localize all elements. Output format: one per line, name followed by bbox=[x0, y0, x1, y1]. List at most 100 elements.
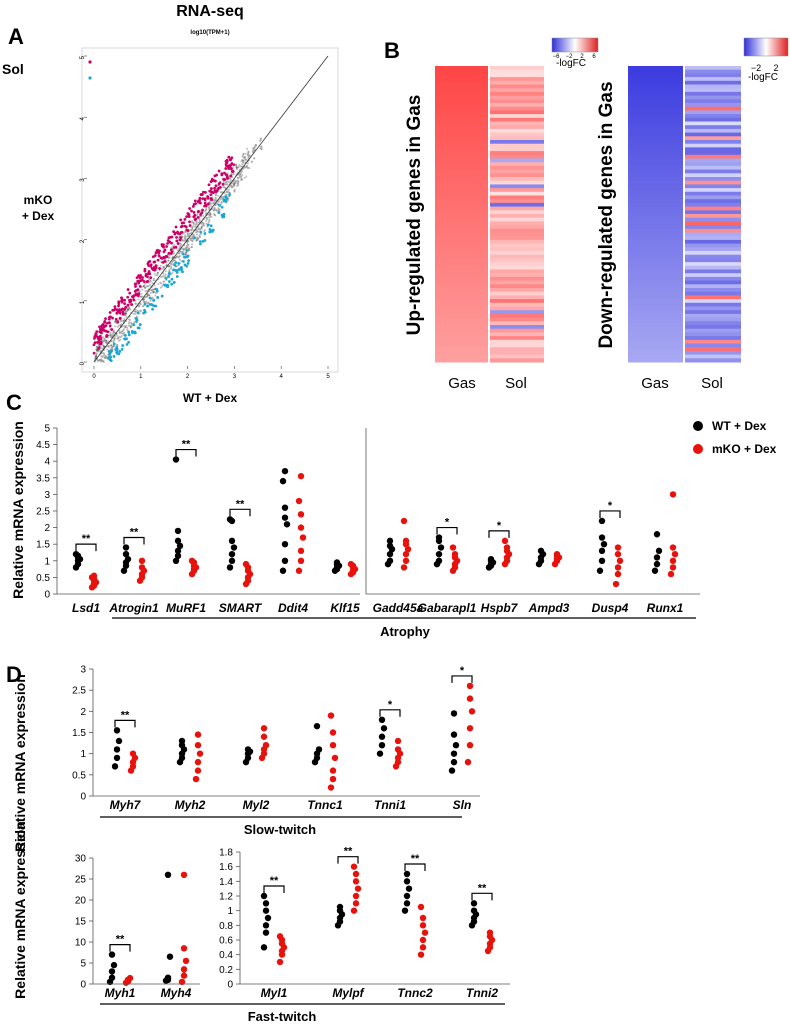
d-slow-sig-label: * bbox=[460, 665, 465, 677]
scatter-point-background bbox=[156, 271, 159, 274]
d-slow-gene-label: Myh7 bbox=[110, 798, 142, 812]
scatter-point-background bbox=[140, 303, 143, 306]
scatter-point-background bbox=[152, 290, 155, 293]
scatter-point-background bbox=[96, 360, 99, 363]
scatter-point-background bbox=[144, 301, 147, 304]
c-mko-point bbox=[451, 550, 459, 558]
heatmap-down-gas-cell bbox=[628, 291, 683, 296]
scatter-point-background bbox=[217, 208, 220, 211]
scatter-point-background bbox=[124, 326, 127, 329]
scatter-point-background bbox=[105, 339, 108, 342]
scatter-point-background bbox=[173, 252, 176, 255]
d-slow-wt-point bbox=[313, 722, 321, 730]
heatmap-up-gas-cell bbox=[435, 354, 488, 359]
d-slow-group-label: Slow-twitch bbox=[244, 822, 316, 837]
scatter-point-background bbox=[142, 285, 145, 288]
scatter-point-background bbox=[237, 182, 240, 185]
scatter-point-background bbox=[188, 249, 191, 252]
heatmap-down-sol-cell bbox=[685, 147, 741, 152]
d-slow-mko-point bbox=[466, 725, 474, 732]
scatter-point-background bbox=[112, 331, 115, 334]
heatmap-down-gas-cell bbox=[628, 317, 683, 322]
scatter-point-background bbox=[208, 218, 211, 221]
scatter-point-background bbox=[148, 281, 151, 284]
scatter-point-down bbox=[218, 203, 221, 207]
scatter-point-background bbox=[159, 276, 162, 279]
scatter-point-background bbox=[108, 346, 111, 349]
c-mko-point bbox=[400, 517, 408, 525]
scatter-point-background bbox=[236, 179, 239, 182]
scatter-point-background bbox=[146, 284, 149, 287]
scatter-point-background bbox=[241, 174, 244, 177]
scatter-point-up bbox=[137, 274, 140, 278]
d-fast-r-y-tick-label: 1.8 bbox=[219, 848, 233, 859]
heatmap-down-sol-cell bbox=[685, 199, 741, 204]
scatter-point-up bbox=[136, 288, 140, 292]
heatmap-down-sol-cell bbox=[685, 140, 741, 145]
scatter-point-background bbox=[181, 239, 184, 242]
scatter-point-background bbox=[162, 265, 165, 268]
scatter-point-background bbox=[191, 226, 194, 229]
scatter-point-up bbox=[116, 320, 120, 324]
scatter-point-background bbox=[100, 347, 103, 350]
scatter-point-down bbox=[228, 193, 232, 197]
c-wt-point bbox=[435, 534, 443, 541]
scatter-point-up bbox=[147, 260, 151, 264]
scatter-point-background bbox=[145, 285, 148, 288]
scatter-point-background bbox=[127, 308, 130, 311]
scatter-point-background bbox=[122, 320, 125, 323]
heatmap-down-sol-cell bbox=[685, 69, 741, 74]
scatter-point-background bbox=[246, 147, 249, 150]
heatmap-down-gas-cell bbox=[628, 202, 683, 208]
scatter-point-background bbox=[134, 302, 137, 305]
scatter-point-background bbox=[139, 309, 142, 312]
scatter-point-background bbox=[105, 341, 108, 344]
heatmap-up-sol-cell bbox=[490, 69, 544, 74]
scatter-point-down bbox=[127, 333, 131, 337]
scatter-point-background bbox=[170, 246, 173, 249]
scatter-point-background bbox=[162, 272, 165, 275]
c-gene-label: Hspb7 bbox=[481, 601, 519, 615]
d-fast-ylabel: Relative mRNA expression bbox=[12, 821, 28, 999]
scatter-point-background bbox=[209, 212, 212, 215]
scatter-point-background bbox=[254, 144, 258, 147]
c-y-tick-label: 2.5 bbox=[36, 507, 50, 518]
heatmap-up-sol-cell bbox=[490, 136, 544, 141]
heatmap-down-sol-cell bbox=[685, 84, 741, 89]
heatmap-down-sol-cell bbox=[685, 125, 741, 130]
scatter-point-background bbox=[212, 202, 215, 205]
scatter-point-up bbox=[98, 342, 102, 346]
scatter-point-background bbox=[195, 239, 198, 242]
d-fast-l-wt-point bbox=[164, 974, 172, 981]
heatmap-down-gas-cell bbox=[628, 228, 683, 233]
scatter-point-background bbox=[119, 338, 122, 341]
scatter-point-up bbox=[221, 182, 225, 186]
legend-wt-dex: WT + Dex bbox=[712, 419, 767, 433]
scatter-point-background bbox=[184, 253, 187, 256]
d-fast-r-sig-label: ** bbox=[478, 882, 487, 894]
heatmap-up-gas-cell bbox=[435, 165, 488, 171]
scatter-point-down bbox=[173, 263, 177, 267]
scatter-point-down bbox=[187, 259, 191, 263]
scatter-point-up bbox=[174, 225, 178, 229]
scatter-point-background bbox=[154, 291, 157, 294]
c-mko-point bbox=[297, 557, 305, 564]
heatmap-down-gas-cell bbox=[628, 154, 683, 159]
c-y-tick-label: 1.5 bbox=[36, 540, 50, 551]
scatter-point-up bbox=[179, 236, 183, 240]
heatmap-down-sol-cell bbox=[685, 310, 741, 315]
scatter-point-up bbox=[139, 279, 143, 282]
scatter-point-background bbox=[102, 339, 105, 342]
scatter-point-down bbox=[135, 320, 138, 323]
c-y-tick-label: 4 bbox=[44, 457, 50, 468]
heatmap-down-sol-cell bbox=[685, 184, 741, 189]
heatmap-down-sol-cell bbox=[685, 173, 741, 178]
scatter-point-background bbox=[137, 298, 140, 301]
c-wt-point bbox=[651, 567, 659, 574]
heatmap-down-gas-cell bbox=[628, 128, 683, 134]
scatter-point-up bbox=[209, 187, 213, 190]
c-y-tick-label: 5 bbox=[44, 424, 50, 435]
scatter-point-background bbox=[121, 330, 124, 333]
d-fast-r-mko-point bbox=[419, 936, 427, 944]
heatmap-down-gas-cell bbox=[628, 69, 683, 74]
